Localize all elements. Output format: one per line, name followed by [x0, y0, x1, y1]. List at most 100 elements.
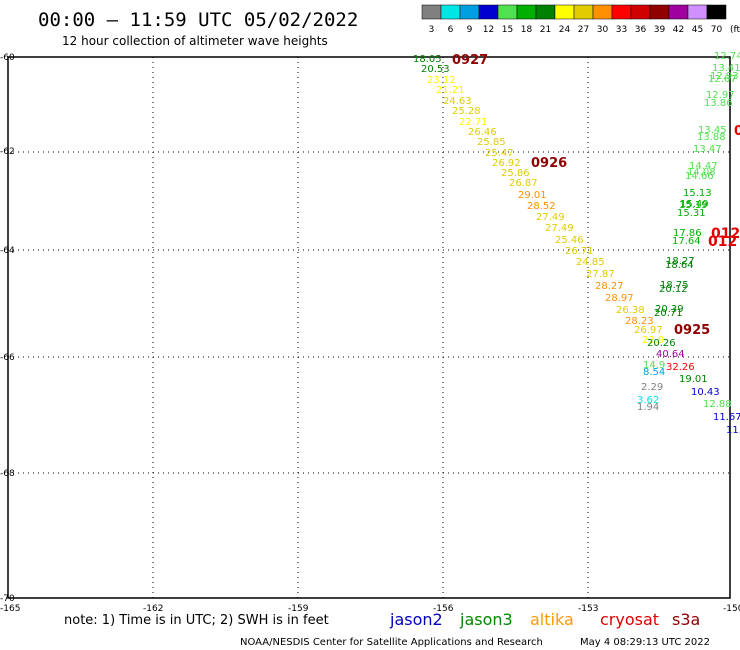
wave-height-value: 27.49 — [536, 212, 565, 223]
wave-height-value: 13.45 — [698, 125, 727, 136]
lat-label: -64 — [0, 246, 15, 256]
generated-timestamp: May 4 08:29:13 UTC 2022 — [580, 637, 710, 648]
wave-height-value: 18.75 — [660, 280, 689, 291]
wave-height-value: 27.49 — [545, 223, 574, 234]
wave-height-value: 13.88 — [697, 132, 726, 143]
wave-height-value: 24.85 — [576, 257, 605, 268]
lon-label: -153 — [578, 604, 598, 614]
wave-height-value: 18.05 — [413, 54, 442, 65]
legend-swatch — [687, 4, 708, 20]
satellite-name: jason3 — [459, 610, 513, 629]
wave-height-value: 17.64 — [672, 236, 701, 247]
satellite-name: s3a — [672, 610, 700, 629]
wave-height-value: 26.97 — [634, 325, 663, 336]
legend-label: 24 — [559, 25, 571, 35]
pass-time-label: 0927 — [452, 53, 488, 68]
legend-label: 18 — [521, 25, 533, 35]
legend-label: 42 — [673, 25, 684, 35]
wave-height-value: 12.93 — [710, 71, 739, 82]
wave-height-value: 20.39 — [655, 304, 684, 315]
wave-height-value: 15.13 — [683, 188, 712, 199]
wave-height-value: 25.28 — [452, 106, 481, 117]
legend-label: 45 — [692, 25, 703, 35]
wave-height-value: 13.41 — [712, 63, 740, 74]
legend-swatch — [535, 4, 556, 20]
map-frame — [7, 56, 731, 599]
legend-swatch — [668, 4, 689, 20]
wave-height-value: 28.23 — [625, 316, 654, 327]
wave-height-value: 12.97 — [706, 90, 735, 101]
wave-height-value: 22.9 — [642, 335, 664, 346]
lon-label: -150 — [723, 604, 740, 614]
wave-height-value: 13.47 — [693, 144, 722, 155]
wave-height-value: 26.38 — [616, 305, 645, 316]
wave-height-value: 13.86 — [704, 98, 733, 109]
lat-lon-grid — [8, 57, 730, 598]
legend-swatch — [421, 4, 442, 20]
lon-label: -156 — [433, 604, 454, 614]
legend-unit: (ft) — [730, 25, 740, 35]
legend-label: 39 — [654, 25, 666, 35]
wave-height-value: 3.62 — [637, 395, 659, 406]
wave-height-value: 26.92 — [492, 158, 521, 169]
wave-height-value: 25.46 — [555, 235, 584, 246]
legend-swatch — [573, 4, 594, 20]
wave-height-value: 28.52 — [527, 201, 556, 212]
lat-label: -70 — [0, 594, 15, 604]
wave-height-value: 14.9 — [643, 360, 665, 371]
satellite-name: altika — [530, 610, 574, 629]
legend-label: 27 — [578, 25, 589, 35]
wave-height-value: 1.94 — [637, 402, 659, 413]
wave-height-value: 29.01 — [518, 190, 547, 201]
wave-height-value: 19.01 — [679, 374, 708, 385]
altimeter-tracks: 18.0520.5323.1221.2124.6325.2822.7126.46… — [413, 51, 740, 436]
wave-height-value: 22.71 — [459, 117, 488, 128]
pass-time-label: 012 — [708, 234, 737, 250]
wave-height-value: 24.63 — [443, 96, 472, 107]
satellite-name: jason2 — [389, 610, 443, 629]
legend-label: 12 — [483, 25, 494, 35]
wave-height-value: 25.85 — [477, 137, 506, 148]
wave-height-value: 20.12 — [659, 284, 688, 295]
legend-swatch — [611, 4, 632, 20]
wave-height-value: 15.19 — [679, 200, 708, 211]
wave-height-value: 28.97 — [605, 293, 634, 304]
credit-text: NOAA/NESDIS Center for Satellite Applica… — [240, 637, 543, 648]
wave-height-value: 15.31 — [677, 208, 706, 219]
map-title: 00:00 — 11:59 UTC 05/02/2022 — [38, 9, 358, 31]
wave-height-value: 20.26 — [647, 338, 676, 349]
satellite-legend: jason2 jason3 altika cryosat s3a — [389, 610, 700, 629]
lon-label: -159 — [288, 604, 309, 614]
wave-height-value: 11.67 — [713, 412, 740, 423]
satellite-name: cryosat — [600, 610, 659, 629]
legend-swatch — [649, 4, 670, 20]
wave-height-value: 20.71 — [654, 308, 683, 319]
wave-height-value: 12.67 — [708, 74, 737, 85]
legend-swatch — [706, 4, 727, 20]
wave-height-value: 25.86 — [501, 168, 530, 179]
wave-height-value: 26.46 — [468, 127, 497, 138]
wave-height-value: 20.53 — [421, 64, 450, 75]
wave-height-value: 15.49 — [680, 199, 709, 210]
wave-height-value: 2.29 — [641, 382, 663, 393]
legend-label: 9 — [467, 25, 473, 35]
lon-label: -162 — [143, 604, 163, 614]
wave-height-value: 14.47 — [689, 161, 718, 172]
wave-height-value: 18.64 — [665, 260, 694, 271]
legend-label: 30 — [597, 25, 609, 35]
pass-time-label: 0926 — [531, 156, 567, 171]
wave-height-value: 18.27 — [666, 256, 695, 267]
wave-height-value: 27.87 — [586, 269, 615, 280]
wave-height-value: 14.66 — [685, 171, 714, 182]
legend-swatch — [440, 4, 461, 20]
legend-label: 6 — [448, 25, 454, 35]
wave-height-value: 12.74 — [714, 51, 740, 62]
wave-height-value: 25.47 — [485, 148, 514, 159]
wave-height-value: 28.27 — [595, 281, 624, 292]
lon-label: -165 — [0, 604, 20, 614]
wave-height-value: 32.26 — [666, 362, 695, 373]
map-subtitle: 12 hour collection of altimeter wave hei… — [62, 34, 328, 48]
lat-label: -66 — [0, 353, 15, 363]
